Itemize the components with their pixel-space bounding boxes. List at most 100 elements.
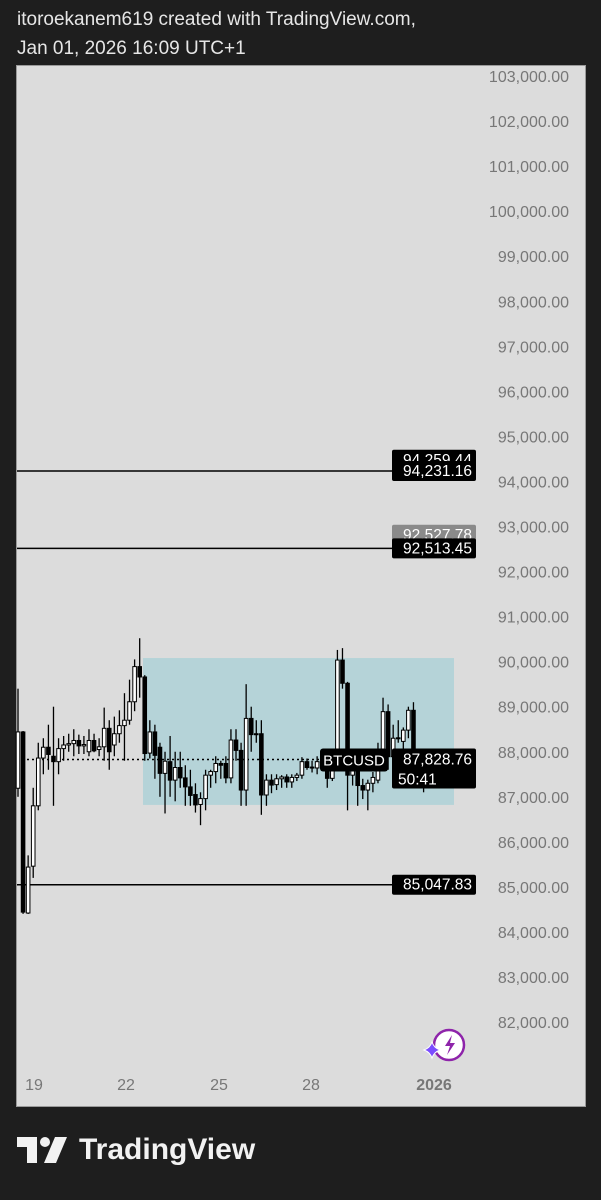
candle-up <box>401 729 406 742</box>
candle-down <box>238 749 244 791</box>
price-badge <box>392 461 476 482</box>
candle-down <box>157 746 163 774</box>
candle-up <box>253 733 259 736</box>
price-tick-label: 93,000.00 <box>498 520 569 537</box>
candle-up <box>71 739 77 745</box>
time-tick-label: 25 <box>210 1077 228 1094</box>
candle-down <box>188 786 193 796</box>
candle-up <box>132 666 137 703</box>
candle-up <box>309 766 315 769</box>
price-tick-label: 103,000.00 <box>489 69 569 86</box>
price-tick-label: 91,000.00 <box>498 610 569 627</box>
candle-down <box>177 767 183 779</box>
candle-down <box>218 762 224 766</box>
candle-up <box>370 776 376 784</box>
candle-up <box>208 771 213 776</box>
time-tick-label: 19 <box>25 1077 43 1094</box>
price-tick-label: 96,000.00 <box>498 384 569 401</box>
candle-up <box>203 774 208 800</box>
price-tick-label: 90,000.00 <box>498 655 569 672</box>
price-badge-label: 85,047.83 <box>403 877 472 894</box>
brand-name: TradingView <box>79 1133 256 1166</box>
candle-up <box>299 761 305 776</box>
candle-down <box>284 776 290 783</box>
candle-down <box>20 731 26 913</box>
tradingview-logo-icon <box>17 1137 67 1163</box>
candle-up <box>228 739 234 779</box>
symbol-badge <box>320 748 388 772</box>
price-tick-label: 82,000.00 <box>498 1015 569 1032</box>
candle-up <box>122 719 127 727</box>
price-tick-label: 97,000.00 <box>498 339 569 356</box>
candle-down <box>360 785 366 791</box>
candle-down <box>142 676 148 755</box>
candle-down <box>223 762 229 779</box>
candle-down <box>385 711 391 758</box>
candle-up <box>41 746 46 759</box>
candle-down <box>51 755 56 763</box>
candle-up <box>395 737 401 740</box>
candle-up <box>147 731 153 754</box>
price-tick-label: 88,000.00 <box>498 745 569 762</box>
timestamp-line: Jan 01, 2026 16:09 UTC+1 <box>17 38 246 59</box>
candle-down <box>91 739 97 752</box>
candle-up <box>314 761 320 769</box>
candle-up <box>15 731 21 789</box>
time-tick-label: 22 <box>117 1077 135 1094</box>
candle-down <box>233 739 239 751</box>
candle-up <box>264 779 269 796</box>
chart-panel[interactable] <box>16 65 586 1107</box>
candle-down <box>269 779 274 786</box>
candle-down <box>340 659 345 684</box>
candle-down <box>167 761 173 781</box>
candle-up <box>198 798 203 805</box>
last-price-badge <box>392 748 476 789</box>
candle-up <box>35 757 41 807</box>
price-tick-label: 95,000.00 <box>498 429 569 446</box>
lightning-icon <box>445 1035 455 1055</box>
candle-up <box>56 748 61 763</box>
symbol-label: BTCUSD <box>323 752 385 769</box>
candle-down <box>183 777 188 788</box>
candle-down <box>106 727 112 753</box>
candle-down <box>248 717 254 736</box>
candle-up <box>213 762 219 773</box>
candle-up <box>101 727 107 748</box>
price-badge-label: 92,513.45 <box>403 540 472 557</box>
candle-up <box>61 744 66 750</box>
price-tick-label: 99,000.00 <box>498 249 569 266</box>
price-badge <box>392 874 476 895</box>
price-badge-label: 94,231.16 <box>403 463 472 480</box>
candle-up <box>243 717 249 791</box>
candle-up <box>30 805 36 867</box>
candle-up <box>172 767 178 781</box>
candle-down <box>304 761 310 769</box>
candle-down <box>137 666 142 678</box>
candle-down <box>152 731 158 756</box>
candle-up <box>112 733 117 746</box>
price-tick-label: 98,000.00 <box>498 294 569 311</box>
candle-up <box>66 743 72 746</box>
price-tick-label: 86,000.00 <box>498 835 569 852</box>
price-tick-label: 87,000.00 <box>498 790 569 807</box>
candle-up <box>289 776 295 783</box>
price-tick-label: 89,000.00 <box>498 700 569 717</box>
candle-down <box>46 746 51 755</box>
candle-up <box>81 744 87 747</box>
time-tick-label: 28 <box>302 1077 320 1094</box>
candle-down <box>76 739 82 747</box>
price-tick-label: 92,000.00 <box>498 565 569 582</box>
time-tick-label: 2026 <box>416 1077 452 1094</box>
candle-down <box>259 733 264 796</box>
price-tick-label: 85,000.00 <box>498 880 569 897</box>
candle-down <box>193 794 198 806</box>
candle-up <box>406 709 411 731</box>
candle-up <box>279 776 284 780</box>
tradingview-logo: TradingView <box>17 1133 255 1167</box>
candle-up <box>335 659 340 761</box>
price-badge <box>392 538 476 559</box>
price-tick-label: 84,000.00 <box>498 925 569 942</box>
candle-down <box>355 769 360 787</box>
candle-up <box>162 760 168 774</box>
